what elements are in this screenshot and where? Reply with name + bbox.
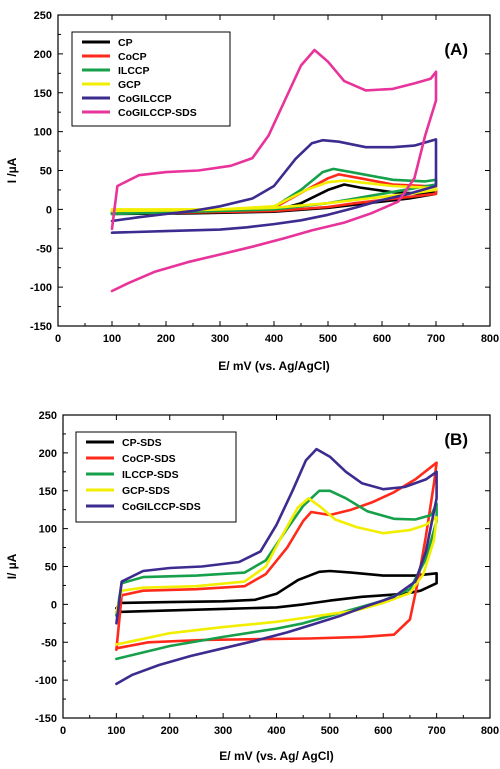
y-axis-label: I/ µA (5, 553, 19, 579)
y-tick-label: 0 (51, 599, 57, 611)
series-line-cogilccp-sds (110, 48, 438, 293)
x-tick-label: 300 (211, 333, 229, 345)
x-tick-label: 500 (319, 333, 337, 345)
x-tick-label: 300 (214, 725, 232, 737)
y-tick-label: -100 (35, 675, 57, 687)
x-tick-label: 100 (107, 725, 125, 737)
x-tick-label: 500 (321, 725, 339, 737)
x-axis-label: E/ mV (vs. Ag/AgCl) (218, 359, 330, 373)
legend-label: CP (118, 37, 133, 49)
series-line-cogilccp (110, 138, 438, 234)
y-tick-label: 100 (34, 127, 52, 139)
legend-label: CoGILCCP-SDS (118, 107, 197, 119)
panel-label: (B) (444, 430, 468, 449)
x-tick-label: 400 (267, 725, 285, 737)
legend-label: CoCP (118, 51, 147, 63)
y-tick-label: 250 (39, 410, 57, 422)
chart-panel-a: 0 100 200 300 400 500 600 700 800 -150 -100 -50 0 50 1… (5, 10, 499, 373)
legend-label: ILCCP (118, 65, 150, 77)
y-tick-label: -150 (30, 321, 52, 333)
chart-panel-b: 0 100 200 300 400 500 600 700 800 -150 -100 -50 0 50 1… (5, 410, 499, 763)
legend-label: CoGILCCP-SDS (122, 501, 201, 513)
y-tick-label: 50 (40, 166, 52, 178)
legend-box (75, 431, 237, 523)
y-tick-label: -50 (36, 243, 52, 255)
x-tick-label: 0 (55, 333, 61, 345)
y-tick-label: 200 (39, 448, 57, 460)
panel-label: (A) (444, 40, 468, 59)
series-line-cp-sds (115, 569, 438, 614)
legend-label: CP-SDS (122, 437, 162, 449)
y-tick-label: 50 (45, 562, 57, 574)
legend-label: GCP-SDS (122, 485, 170, 497)
legend-label: CoCP-SDS (122, 453, 176, 465)
legend-label: GCP (118, 79, 141, 91)
x-tick-label: 700 (427, 725, 445, 737)
y-tick-label: 250 (34, 10, 52, 22)
series-line-cogilccp-sds (115, 447, 438, 686)
x-tick-label: 400 (265, 333, 283, 345)
y-tick-label: -150 (35, 713, 57, 725)
series-line-gcp-sds (115, 497, 438, 646)
y-tick-label: 100 (39, 524, 57, 536)
x-tick-label: 800 (481, 725, 499, 737)
x-tick-label: 100 (103, 333, 121, 345)
x-axis-label: E/ mV (vs. Ag/ AgCl) (219, 749, 333, 763)
legend-label: ILCCP-SDS (122, 469, 179, 481)
x-tick-label: 200 (157, 333, 175, 345)
y-tick-label: -50 (41, 637, 57, 649)
y-tick-label: -100 (30, 282, 52, 294)
series-line-ilccp-sds (115, 489, 438, 661)
x-tick-label: 600 (374, 725, 392, 737)
legend-label: CoGILCCP (118, 93, 172, 105)
y-tick-label: 0 (46, 204, 52, 216)
x-tick-label: 0 (60, 725, 66, 737)
y-tick-label: 150 (34, 88, 52, 100)
y-axis-label: I /µA (5, 157, 19, 183)
y-tick-label: 150 (39, 486, 57, 498)
x-tick-label: 800 (481, 333, 499, 345)
legend-box (71, 31, 231, 127)
x-tick-label: 200 (161, 725, 179, 737)
x-tick-label: 600 (373, 333, 391, 345)
y-tick-label: 200 (34, 49, 52, 61)
x-tick-label: 700 (427, 333, 445, 345)
